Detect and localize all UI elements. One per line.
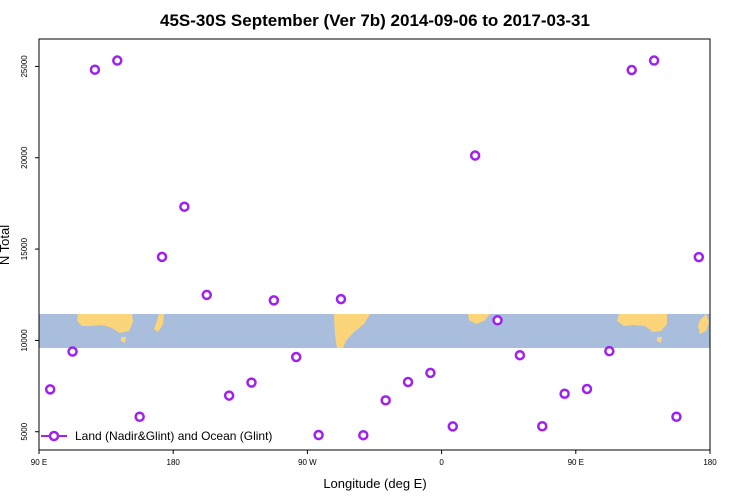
africa-land: [468, 314, 490, 324]
data-point: [156, 251, 168, 263]
y-tick-label: 15000: [20, 237, 29, 260]
australia-land: [77, 314, 133, 333]
y-tick-label: 10000: [20, 329, 29, 352]
data-point: [581, 383, 593, 395]
data-point: [693, 251, 705, 263]
legend: Land (Nadir&Glint) and Ocean (Glint): [41, 429, 272, 443]
data-point: [179, 201, 190, 212]
data-point: [89, 64, 101, 75]
data-point: [246, 377, 257, 388]
x-tick-label: 0: [439, 458, 444, 467]
plot-frame: [38, 38, 711, 451]
tasmania-land-right: [657, 337, 662, 343]
data-point: [380, 395, 391, 406]
x-axis-label: Longitude (deg E): [323, 476, 426, 491]
new-zealand-land-right: [698, 314, 709, 334]
data-point: [671, 411, 682, 423]
data-point: [313, 429, 324, 441]
data-point: [134, 411, 145, 423]
x-tick-label: 90 E: [31, 458, 47, 467]
x-tick-label: 180: [167, 458, 181, 467]
y-tick-label: 5000: [20, 422, 29, 440]
new-zealand-land: [154, 314, 164, 332]
data-point: [358, 429, 369, 441]
data-point: [492, 315, 503, 326]
chart-title: 45S-30S September (Ver 7b) 2014-09-06 to…: [160, 11, 590, 30]
data-point: [425, 367, 436, 379]
world-map-band: [39, 314, 710, 348]
data-point: [67, 346, 78, 357]
data-point: [290, 351, 302, 363]
legend-label: Land (Nadir&Glint) and Ocean (Glint): [75, 429, 272, 443]
x-tick-label: 180: [703, 458, 717, 467]
data-point: [469, 150, 481, 161]
data-point: [648, 55, 660, 66]
y-axis: 5000 10000 15000 20000 25000: [20, 55, 39, 441]
data-point: [402, 376, 414, 388]
data-point: [223, 390, 235, 401]
data-point: [268, 295, 280, 306]
data-point: [44, 384, 56, 395]
legend-marker: [48, 430, 60, 442]
x-tick-label: 90 E: [568, 458, 584, 467]
data-point: [604, 345, 615, 357]
y-tick-label: 25000: [20, 55, 29, 78]
data-point: [559, 388, 570, 399]
x-tick-label: 90 W: [298, 458, 317, 467]
ocean-band: [39, 314, 710, 348]
y-axis-label: N Total: [0, 225, 12, 265]
data-point: [626, 64, 637, 76]
data-point: [112, 55, 123, 66]
data-point: [537, 421, 548, 432]
south-america-land: [334, 314, 370, 348]
australia-land-right: [617, 314, 667, 332]
data-point: [447, 421, 459, 432]
y-tick-label: 20000: [20, 146, 29, 169]
x-axis: 90 E 180 90 W 0 90 E 180: [31, 450, 717, 467]
tasmania-land: [121, 337, 126, 343]
data-point: [335, 293, 347, 305]
data-point: [514, 349, 526, 361]
data-points: [44, 55, 705, 441]
data-point: [201, 289, 212, 301]
